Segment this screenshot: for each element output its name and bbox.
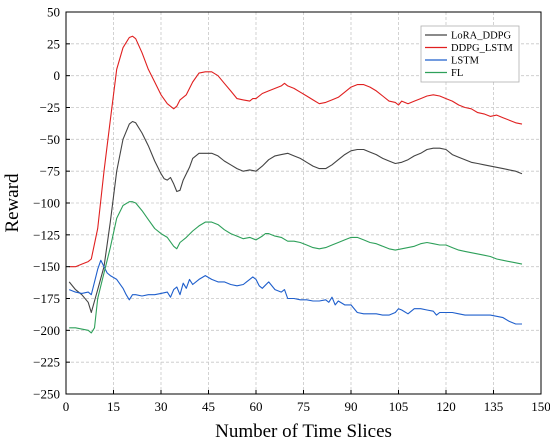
y-tick-label: −150 (33, 259, 60, 274)
x-tick-label: 120 (436, 399, 456, 414)
y-axis-title: Reward (2, 173, 23, 233)
x-tick-label: 15 (107, 399, 120, 414)
y-tick-label: −125 (33, 227, 60, 242)
series-line-lstm (68, 259, 522, 325)
y-tick-label: −100 (33, 196, 60, 211)
x-axis-title: Number of Time Slices (215, 421, 392, 442)
legend-label-ddpg-lstm: DDPG_LSTM (451, 43, 514, 54)
y-tick-label: −75 (40, 164, 60, 179)
x-tick-label: 0 (63, 399, 70, 414)
y-tick-label: −175 (33, 291, 60, 306)
legend-label-fl: FL (451, 68, 463, 79)
y-tick-label: −50 (40, 132, 60, 147)
legend-label-lora-ddpg: LoRA_DDPG (451, 31, 512, 42)
series-line-ddpg-lstm (69, 35, 523, 268)
y-tick-label: −250 (33, 387, 60, 402)
y-tick-label: 0 (54, 68, 61, 83)
x-tick-labels: 0 15 30 45 60 75 90 105 120 135 150 (63, 399, 550, 414)
x-tick-label: 90 (345, 399, 358, 414)
x-tick-label: 45 (202, 399, 215, 414)
axis-ticks (65, 11, 542, 395)
y-tick-label: −225 (33, 355, 60, 370)
grid (66, 12, 541, 394)
y-tick-label: −25 (40, 100, 60, 115)
series-line-lora-ddpg (68, 120, 523, 314)
y-tick-label: 25 (47, 36, 60, 51)
x-tick-label: 75 (297, 399, 310, 414)
y-tick-labels: 50 25 0 −25 −50 −75 −100 −125 −150 −175 −200 −225 −2… (33, 5, 60, 402)
x-tick-label: 135 (484, 399, 504, 414)
series-layer (68, 35, 523, 334)
legend-label-lstm: LSTM (451, 56, 480, 67)
x-tick-label: 105 (389, 399, 409, 414)
y-tick-label: 50 (47, 5, 60, 20)
y-tick-label: −200 (33, 323, 60, 338)
series-line-fl (69, 201, 523, 334)
x-tick-label: 150 (531, 399, 550, 414)
x-tick-label: 60 (250, 399, 263, 414)
x-tick-label: 30 (155, 399, 168, 414)
